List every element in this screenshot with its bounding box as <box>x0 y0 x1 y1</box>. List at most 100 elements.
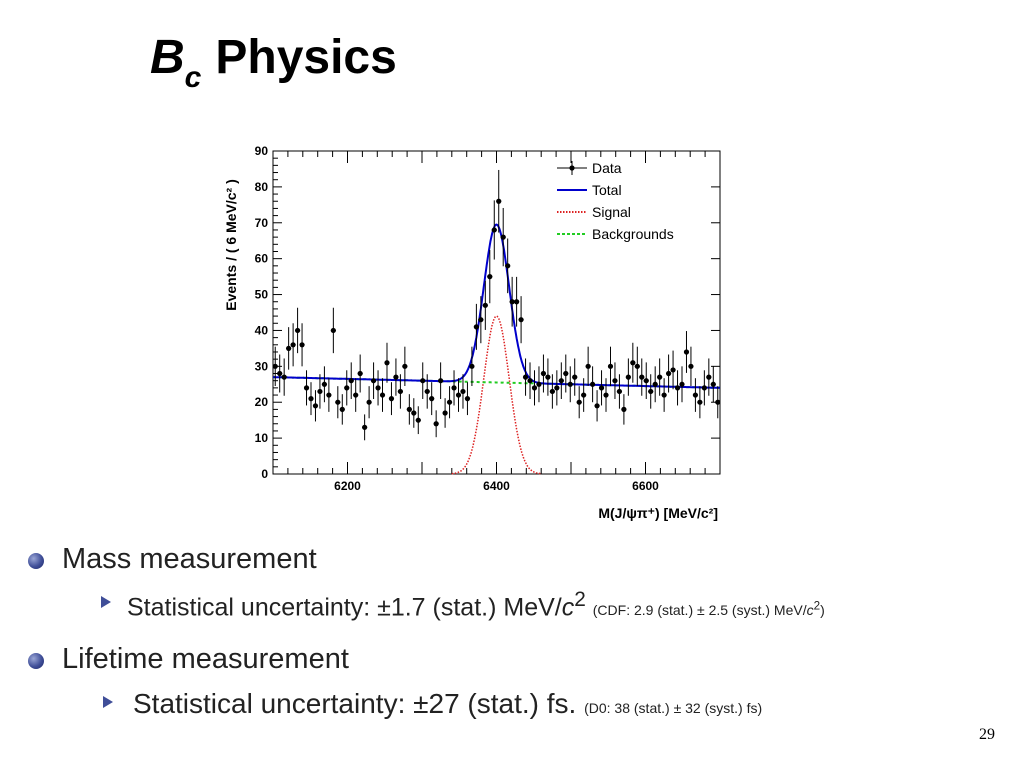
data-marker <box>563 370 569 377</box>
data-marker <box>277 370 283 377</box>
y-tick-label: 80 <box>255 180 269 194</box>
data-point <box>357 354 363 393</box>
data-point <box>585 346 591 386</box>
data-marker <box>670 367 676 373</box>
data-point <box>540 354 547 393</box>
data-marker <box>478 317 484 323</box>
data-marker <box>598 385 605 391</box>
cdf-note-c: c <box>806 602 814 619</box>
data-point <box>420 362 426 399</box>
data-point <box>590 366 596 403</box>
exponent: 2 <box>574 588 586 611</box>
data-marker <box>607 363 614 369</box>
data-point <box>674 370 681 406</box>
data-point <box>326 378 332 412</box>
data-point <box>393 358 399 396</box>
data-marker <box>402 363 408 369</box>
data-marker <box>393 374 399 380</box>
data-point <box>630 342 636 383</box>
data-marker <box>294 327 301 334</box>
data-marker <box>370 378 377 384</box>
data-point <box>491 200 497 260</box>
bullet-text: Mass measurement <box>62 543 317 575</box>
data-point <box>375 370 381 406</box>
data-marker <box>455 392 462 398</box>
data-marker <box>505 263 511 269</box>
data-marker <box>500 234 506 240</box>
y-tick-label: 40 <box>255 323 269 337</box>
data-marker <box>594 403 600 409</box>
legend-label: Signal <box>592 204 631 220</box>
data-marker <box>590 381 596 387</box>
x-tick-label: 6200 <box>334 479 361 493</box>
data-marker <box>317 388 323 395</box>
data-marker <box>446 399 453 405</box>
data-point <box>576 386 582 419</box>
y-tick-label: 70 <box>255 216 269 230</box>
data-point <box>438 362 444 399</box>
data-point <box>554 370 560 406</box>
data-marker <box>648 388 654 395</box>
data-point <box>563 354 569 393</box>
data-point <box>429 382 435 416</box>
data-marker <box>388 396 395 402</box>
data-marker <box>639 374 645 380</box>
sub-bullet-text: Statistical uncertainty: ±27 (stat.) fs. <box>133 688 577 719</box>
data-point <box>473 303 479 350</box>
data-marker <box>424 388 430 395</box>
data-point <box>469 346 475 386</box>
data-point <box>406 394 412 425</box>
data-point <box>670 350 676 390</box>
data-point <box>321 366 328 403</box>
data-marker <box>321 381 328 387</box>
data-marker <box>576 399 582 405</box>
y-tick-label: 20 <box>255 395 269 409</box>
data-point <box>464 382 471 416</box>
data-marker <box>420 378 426 384</box>
data-marker <box>281 374 287 380</box>
data-point <box>652 366 658 403</box>
data-marker <box>312 403 319 409</box>
legend-data-marker <box>569 165 575 171</box>
data-marker <box>496 198 502 204</box>
data-point <box>643 362 649 399</box>
data-point <box>603 378 609 412</box>
data-marker <box>572 374 578 380</box>
data-point <box>487 249 493 304</box>
data-marker <box>581 392 587 398</box>
data-point <box>478 296 484 344</box>
data-point <box>294 307 301 354</box>
data-point <box>665 354 672 393</box>
x-axis-label: M(J/ψπ⁺) [MeV/c²] <box>598 505 718 521</box>
page-number: 29 <box>979 726 995 743</box>
data-point <box>549 374 555 409</box>
data-point <box>518 296 524 344</box>
data-point <box>634 346 640 386</box>
data-marker <box>522 374 529 380</box>
data-marker <box>406 406 412 412</box>
x-tick-label: 6600 <box>632 479 659 493</box>
data-marker <box>558 378 564 384</box>
sub-bullet-lifetime: Statistical uncertainty: ±27 (stat.) fs.… <box>103 688 762 720</box>
sub-bullet-mass: Statistical uncertainty: ±1.7 (stat.) Me… <box>101 588 825 622</box>
data-marker <box>679 381 685 387</box>
data-point <box>683 331 690 373</box>
data-point <box>621 394 627 425</box>
y-tick-label: 50 <box>255 288 269 302</box>
bullet-dot-icon <box>28 653 44 669</box>
data-point <box>496 169 502 233</box>
title-b: B <box>150 31 185 84</box>
data-point <box>527 362 533 399</box>
data-marker <box>634 363 640 369</box>
data-marker <box>357 370 363 377</box>
legend-label: Backgrounds <box>592 226 674 242</box>
data-marker <box>692 392 699 398</box>
data-point <box>710 366 716 403</box>
data-marker <box>362 424 368 430</box>
data-marker <box>397 388 403 395</box>
data-marker <box>585 363 591 369</box>
data-point <box>460 374 466 409</box>
bullet-text: Lifetime measurement <box>62 643 349 675</box>
data-marker <box>514 299 520 305</box>
